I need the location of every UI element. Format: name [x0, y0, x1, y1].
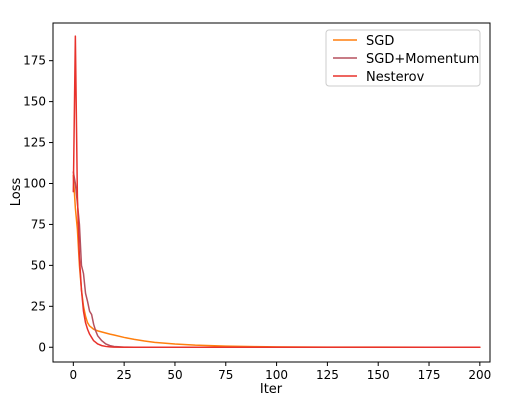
y-tick-label-1: 25	[31, 299, 46, 313]
x-tick-label-0: 0	[70, 368, 78, 382]
y-tick-label-6: 150	[23, 95, 46, 109]
x-tick-label-3: 75	[218, 368, 233, 382]
y-tick-label-0: 0	[38, 340, 46, 354]
y-axis-title: Loss	[9, 178, 24, 207]
x-tick-label-7: 175	[418, 368, 441, 382]
series-line-2	[72, 35, 481, 349]
y-tick-label-2: 50	[31, 258, 46, 272]
y-tick-label-3: 75	[31, 217, 46, 231]
x-tick-label-5: 125	[316, 368, 339, 382]
y-axis-ticks: 0 25 50 75 100 125 150 175	[23, 54, 53, 354]
x-axis-ticks: 0 25 50 75 100 125 150 175 200	[70, 362, 491, 382]
legend: SGD SGD+Momentum Nesterov	[325, 29, 481, 87]
y-tick-label-4: 100	[23, 176, 46, 190]
x-tick-label-1: 25	[116, 368, 131, 382]
x-axis-title: Iter	[260, 382, 283, 397]
x-tick-label-6: 150	[367, 368, 390, 382]
plot-frame	[52, 22, 491, 363]
x-tick-label-2: 50	[167, 368, 182, 382]
series-layer	[72, 35, 481, 349]
x-tick-label-4: 100	[265, 368, 288, 382]
x-tick-label-8: 200	[468, 368, 491, 382]
y-tick-label-5: 125	[23, 136, 46, 150]
legend-label-1: SGD+Momentum	[366, 52, 479, 67]
legend-label-0: SGD	[366, 34, 394, 49]
y-tick-label-7: 175	[23, 54, 46, 68]
legend-label-2: Nesterov	[366, 70, 425, 85]
legend-box	[325, 29, 481, 87]
